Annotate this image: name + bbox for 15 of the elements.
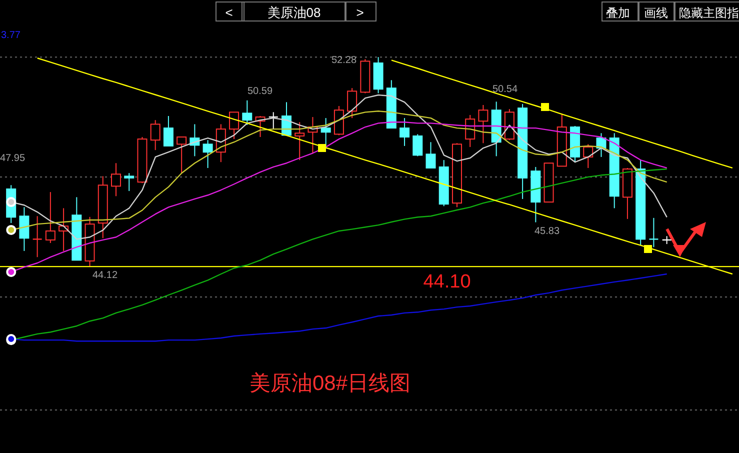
annotation: 美原油08#日线图: [249, 372, 411, 395]
annotation: <: [225, 5, 233, 20]
annotation: 隐藏主图指: [679, 6, 739, 20]
annotation: 44.12: [92, 270, 118, 281]
annotation: 画线: [644, 6, 668, 20]
annotation: 50.59: [247, 86, 273, 97]
annotation: 50.54: [492, 84, 518, 95]
annotation: 45.83: [534, 226, 560, 237]
chart-title: 美原油08: [267, 5, 321, 20]
annotation: 47.95: [0, 153, 26, 164]
annotation: 52.28: [331, 55, 357, 66]
annotation: 叠加: [606, 6, 630, 20]
ref-line-label: 44.10: [423, 272, 471, 293]
annotation: 3.77: [1, 30, 21, 41]
annotation: >: [356, 5, 364, 20]
